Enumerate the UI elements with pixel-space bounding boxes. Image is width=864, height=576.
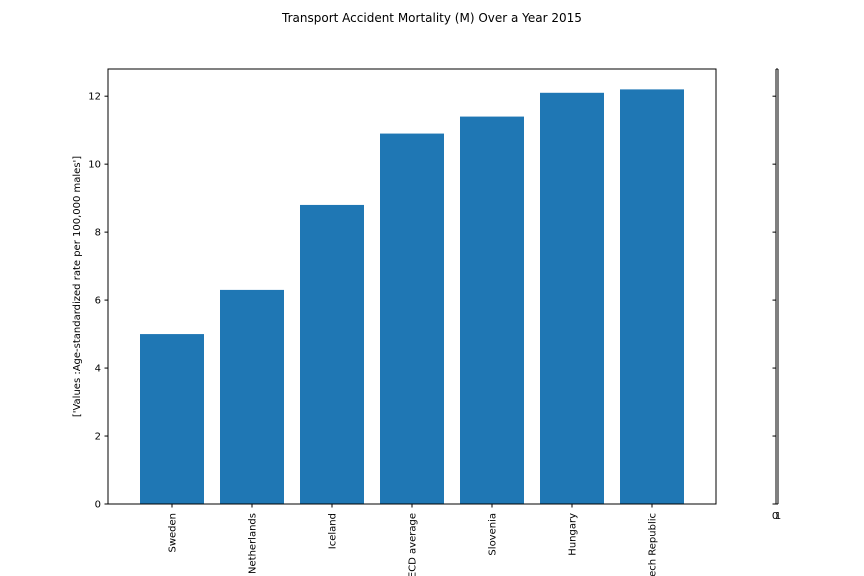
- y-tick-label-5: 10: [88, 160, 101, 171]
- bar-3: [380, 133, 444, 504]
- secondary-axis: 01: [772, 68, 781, 522]
- secondary-x-tick-label-0: 0: [772, 511, 778, 522]
- y-tick-label-0: 0: [95, 500, 101, 511]
- x-tick-label-3: ECD average: [408, 513, 419, 576]
- y-tick-label-2: 4: [95, 364, 101, 375]
- y-tick-label-6: 12: [88, 92, 101, 103]
- x-tick-label-0: Sweden: [168, 513, 179, 553]
- x-tick-label-5: Hungary: [568, 513, 579, 556]
- y-tick-label-1: 2: [95, 432, 101, 443]
- x-tick-label-1: Netherlands: [248, 513, 259, 574]
- bar-4: [460, 116, 524, 504]
- bar-6: [620, 89, 684, 504]
- x-tick-label-6: ech Republic: [648, 513, 659, 576]
- plot-frame: [107, 68, 717, 505]
- y-tick-label-4: 8: [95, 228, 101, 239]
- bar-1: [220, 289, 284, 504]
- chart-title: Transport Accident Mortality (M) Over a …: [281, 11, 582, 25]
- y-axis-ticks: 0 2 4 6 8 10 12: [88, 92, 108, 511]
- bar-5: [540, 92, 604, 504]
- x-tick-label-2: Iceland: [328, 513, 339, 549]
- bars-group: [140, 89, 684, 504]
- y-tick-label-3: 6: [95, 296, 101, 307]
- x-tick-label-4: Slovenia: [488, 513, 499, 556]
- x-axis-ticks: Sweden Netherlands Iceland ECD average Slove…: [168, 504, 659, 576]
- bar-0: [140, 334, 204, 504]
- y-axis-label: ['Values :Age-standardized rate per 100,…: [72, 156, 83, 417]
- bar-2: [300, 204, 364, 504]
- secondary-x-tick-label-1: 1: [775, 511, 781, 522]
